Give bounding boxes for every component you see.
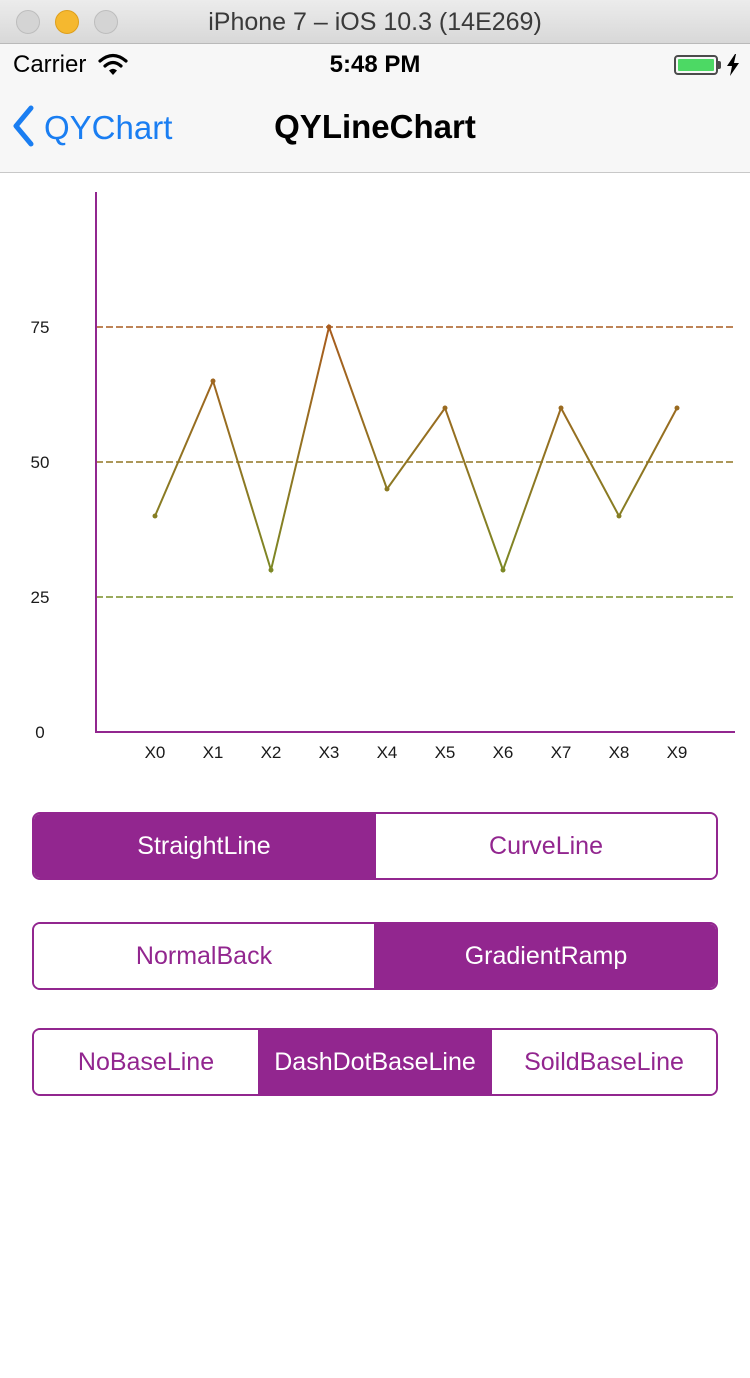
- status-bar: Carrier 5:48 PM: [0, 44, 750, 84]
- normal-back-segment[interactable]: NormalBack: [34, 924, 374, 988]
- data-point: [268, 567, 274, 573]
- data-point: [384, 486, 390, 492]
- data-point: [210, 378, 216, 384]
- straight-line-segment[interactable]: StraightLine: [34, 814, 374, 878]
- x-tick-label: X9: [667, 743, 688, 762]
- x-tick-label: X3: [319, 743, 340, 762]
- data-point: [326, 324, 332, 330]
- data-point: [674, 405, 680, 411]
- x-tick-label: X5: [435, 743, 456, 762]
- gradient-ramp-segment[interactable]: GradientRamp: [374, 924, 716, 988]
- x-tick-label: X6: [493, 743, 514, 762]
- chevron-left-icon: [12, 105, 34, 152]
- no-baseline-segment[interactable]: NoBaseLine: [34, 1030, 258, 1094]
- simulator-title-bar: iPhone 7 – iOS 10.3 (14E269): [0, 0, 750, 44]
- data-point: [442, 405, 448, 411]
- window-title: iPhone 7 – iOS 10.3 (14E269): [208, 8, 542, 36]
- line-type-segmented-control: StraightLine CurveLine: [32, 812, 718, 880]
- battery-icon: [674, 55, 718, 75]
- navigation-bar: QYChart QYLineChart: [0, 84, 750, 173]
- y-tick-label: 75: [31, 318, 50, 337]
- x-tick-label: X1: [203, 743, 224, 762]
- close-window-button[interactable]: [16, 10, 40, 34]
- data-point: [558, 405, 564, 411]
- back-button-label: QYChart: [44, 109, 173, 146]
- data-point: [152, 513, 158, 519]
- minimize-window-button[interactable]: [55, 10, 79, 34]
- background-segmented-control: NormalBack GradientRamp: [32, 922, 718, 990]
- data-point: [500, 567, 506, 573]
- x-tick-label: X4: [377, 743, 398, 762]
- x-tick-label: X8: [609, 743, 630, 762]
- x-tick-label: X7: [551, 743, 572, 762]
- y-tick-label: 50: [31, 453, 50, 472]
- x-tick-label: X2: [261, 743, 282, 762]
- carrier-label: Carrier: [13, 51, 87, 78]
- battery-tip: [718, 61, 721, 69]
- back-button[interactable]: QYChart: [12, 104, 172, 152]
- charging-bolt-icon: [726, 54, 740, 81]
- y-tick-label: 0: [35, 723, 44, 742]
- wifi-icon: [98, 53, 128, 82]
- dash-dot-baseline-segment[interactable]: DashDotBaseLine: [258, 1030, 490, 1094]
- baseline-segmented-control: NoBaseLine DashDotBaseLine SoildBaseLine: [32, 1028, 718, 1096]
- page-title: QYLineChart: [274, 108, 476, 145]
- series-line: [154, 323, 678, 574]
- curve-line-segment[interactable]: CurveLine: [374, 814, 716, 878]
- zoom-window-button[interactable]: [94, 10, 118, 34]
- line-chart: 0 25 50 75 X0 X1 X2 X3 X4 X5 X6 X7 X8 X9: [31, 192, 735, 762]
- y-tick-label: 25: [31, 588, 50, 607]
- status-time: 5:48 PM: [329, 51, 421, 78]
- battery-level-fill: [678, 59, 714, 71]
- solid-baseline-segment[interactable]: SoildBaseLine: [490, 1030, 716, 1094]
- data-point: [616, 513, 622, 519]
- x-tick-label: X0: [145, 743, 166, 762]
